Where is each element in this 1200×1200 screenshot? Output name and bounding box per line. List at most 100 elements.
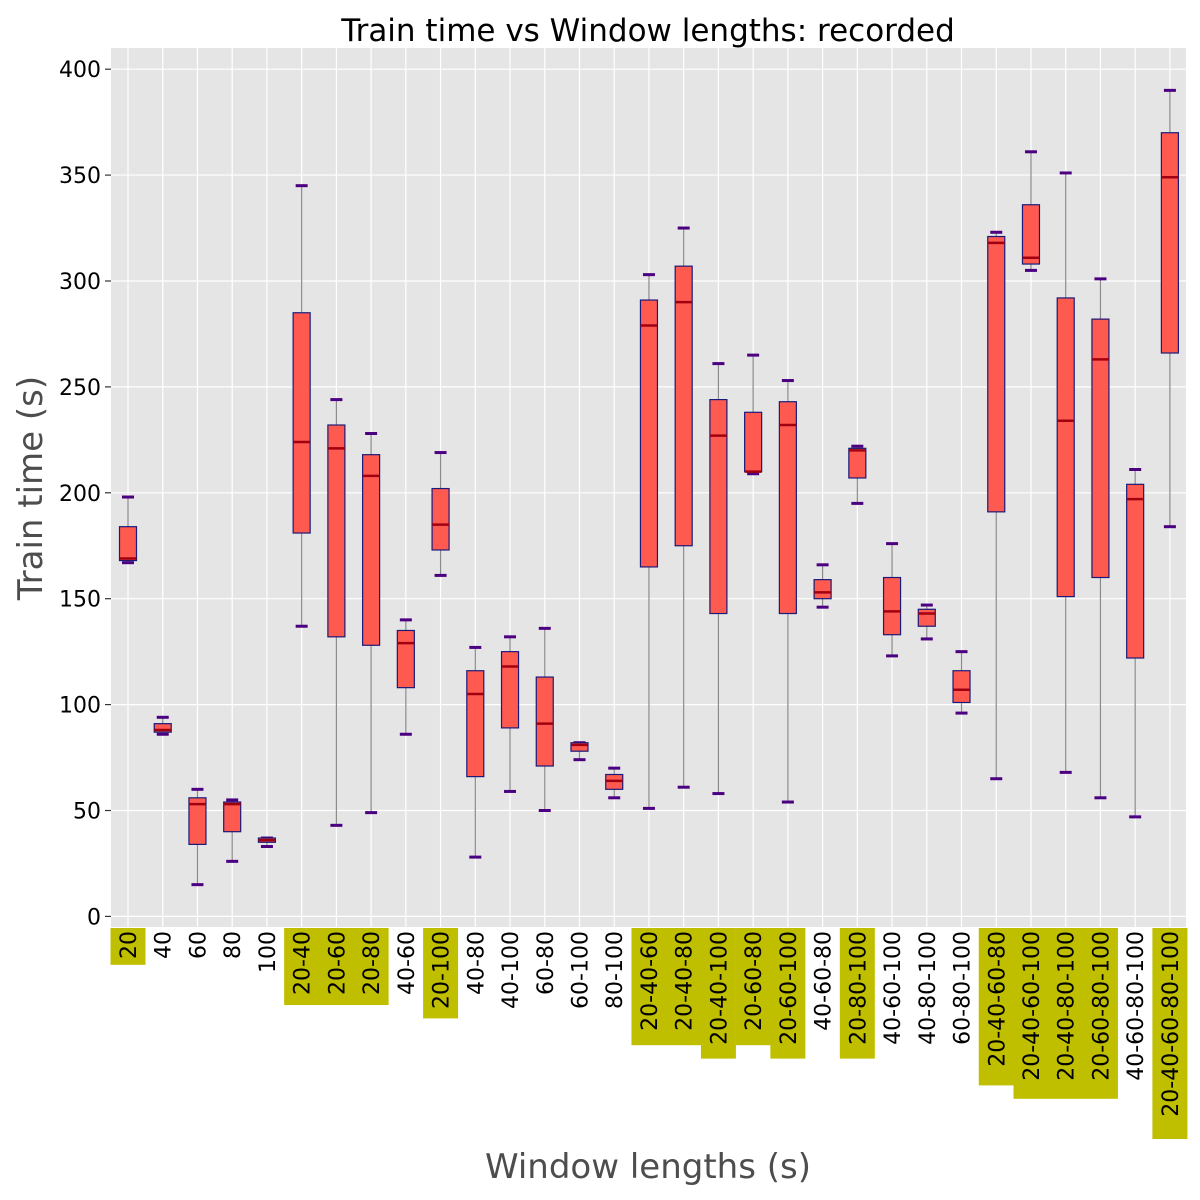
x-tick-label: 20-40-100 — [707, 931, 732, 1045]
x-tick-highlight — [1152, 928, 1188, 1139]
x-tick-40-60: 40-60 — [395, 931, 420, 995]
x-tick-label: 20-60-80 — [742, 931, 767, 1031]
x-tick-20-60-80-100: 20-60-80-100 — [1082, 928, 1118, 1099]
x-tick-20-80: 20-80 — [353, 928, 389, 1005]
box-iqr — [188, 797, 207, 845]
box-iqr — [848, 447, 867, 479]
box-40-80-100 — [917, 603, 936, 641]
x-tick-label: 20-40-60-80 — [985, 931, 1010, 1067]
box-40-60 — [396, 618, 415, 736]
x-tick-highlight — [284, 928, 320, 1005]
box-80 — [223, 798, 242, 863]
box-60-80 — [535, 626, 554, 813]
x-tick-20-40-60-80: 20-40-60-80 — [978, 928, 1014, 1086]
x-tick-label: 60 — [186, 931, 211, 959]
box-iqr — [396, 629, 415, 689]
x-tick-20-80-100: 20-80-100 — [839, 928, 875, 1059]
box-iqr — [1021, 204, 1041, 265]
box-iqr — [500, 651, 520, 729]
box-20-40-80 — [674, 226, 693, 789]
x-tick-label: 40-60-100 — [881, 931, 906, 1045]
x-tick-label: 100 — [256, 931, 281, 973]
box-iqr — [118, 526, 138, 562]
x-tick-60-80: 60-80 — [534, 931, 559, 995]
y-axis: 0 50 100 150 200 250 300 350 400 — [59, 58, 111, 930]
x-tick-label: 20-80 — [360, 931, 385, 995]
x-tick-label: 40-100 — [499, 931, 524, 1009]
x-tick-20-60: 20-60 — [318, 928, 354, 1005]
x-tick-20-40-60: 20-40-60 — [631, 928, 667, 1046]
x-tick-20-100: 20-100 — [423, 928, 459, 1019]
x-tick-label: 40 — [152, 931, 177, 959]
x-tick-label: 40-80 — [464, 931, 489, 995]
x-tick-label: 40-80-100 — [916, 931, 941, 1045]
x-tick-80: 80 — [221, 931, 246, 959]
box-20-80 — [362, 431, 381, 815]
x-tick-label: 20-40-60 — [638, 931, 663, 1031]
x-tick-label: 40-60-80 — [812, 931, 837, 1031]
box-iqr — [882, 576, 902, 636]
x-tick-20-40: 20-40 — [284, 928, 320, 1005]
y-tick-label: 250 — [59, 376, 101, 401]
box-iqr — [1056, 297, 1075, 598]
box-60 — [188, 787, 207, 887]
x-tick-20-60-100: 20-60-100 — [770, 928, 806, 1059]
x-tick-highlight — [1082, 928, 1118, 1099]
chart-title: Train time vs Window lengths: recorded — [340, 13, 955, 49]
y-tick-label: 200 — [59, 482, 101, 507]
box-iqr — [292, 312, 311, 534]
box-60-100 — [570, 741, 589, 762]
box-80-100 — [605, 766, 624, 800]
x-tick-label: 20-40-80-100 — [1055, 931, 1080, 1081]
box-iqr — [327, 424, 346, 638]
x-tick-40-60-80-100: 40-60-80-100 — [1124, 931, 1149, 1081]
x-tick-highlight — [666, 928, 702, 1046]
box-20-60-100 — [778, 379, 797, 804]
box-iqr — [674, 265, 693, 547]
x-axis: 20 40 60 80 100 20-40 20-60 20-80 40-60 20-100 40-… — [110, 928, 1188, 1139]
x-tick-highlight — [110, 928, 146, 965]
box-series — [118, 88, 1180, 887]
x-tick-20-60-80: 20-60-80 — [735, 928, 771, 1046]
x-tick-highlight — [631, 928, 667, 1046]
x-tick-40-60-80: 40-60-80 — [812, 931, 837, 1031]
box-40-60-80 — [813, 563, 832, 609]
x-tick-highlight — [700, 928, 736, 1059]
x-tick-label: 80-100 — [603, 931, 628, 1009]
box-iqr — [917, 608, 936, 627]
box-iqr — [535, 676, 554, 767]
x-tick-highlight — [839, 928, 875, 1059]
x-tick-80-100: 80-100 — [603, 931, 628, 1009]
y-tick-label: 150 — [59, 588, 101, 613]
box-iqr — [813, 579, 832, 600]
x-tick-highlight — [1013, 928, 1049, 1099]
x-tick-40-80: 40-80 — [464, 931, 489, 995]
box-40-60-80-100 — [1126, 467, 1145, 819]
x-tick-20-40-60-80-100: 20-40-60-80-100 — [1152, 928, 1188, 1139]
x-tick-label: 20-40-60-100 — [1020, 931, 1045, 1081]
x-tick-label: 20-40 — [291, 931, 316, 995]
x-tick-label: 20-100 — [430, 931, 455, 1009]
y-tick-label: 400 — [59, 58, 101, 83]
box-20-40-80-100 — [1056, 171, 1075, 774]
box-20-40-60-100 — [1021, 150, 1041, 272]
x-tick-label: 20-40-80 — [673, 931, 698, 1031]
x-tick-60: 60 — [186, 931, 211, 959]
box-20-60-80 — [744, 353, 763, 476]
box-20-60-80-100 — [1091, 277, 1110, 800]
x-tick-label: 80 — [221, 931, 246, 959]
box-iqr — [709, 399, 728, 615]
x-tick-40-80-100: 40-80-100 — [916, 931, 941, 1045]
box-iqr — [987, 235, 1006, 513]
x-tick-label: 20-80-100 — [846, 931, 871, 1045]
x-axis-title: Window lengths (s) — [485, 1147, 811, 1187]
x-tick-20-40-80-100: 20-40-80-100 — [1048, 928, 1084, 1099]
x-tick-highlight — [353, 928, 389, 1005]
x-tick-label: 40-60 — [395, 931, 420, 995]
box-20-80-100 — [848, 444, 867, 505]
box-iqr — [466, 670, 485, 778]
x-tick-60-100: 60-100 — [568, 931, 593, 1009]
box-60-80-100 — [952, 650, 971, 715]
y-tick-label: 350 — [59, 164, 101, 189]
